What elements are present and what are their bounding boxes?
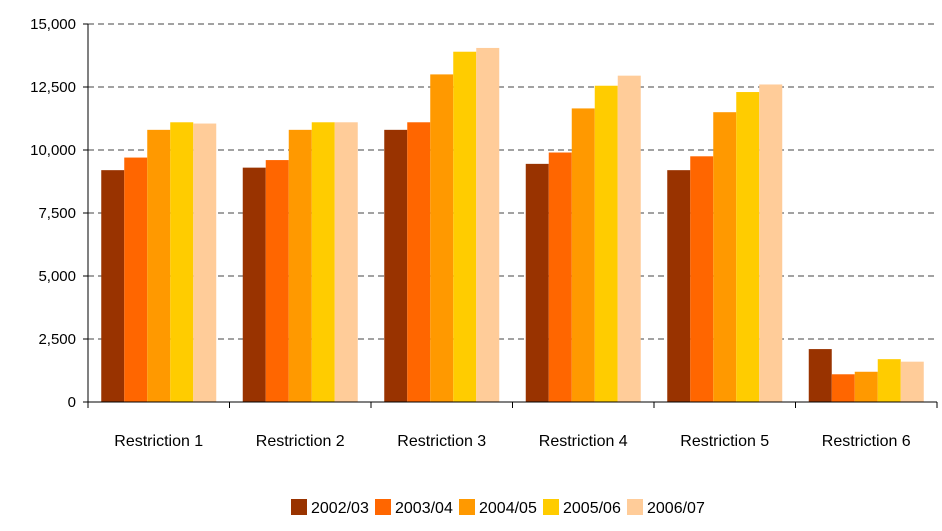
bar <box>476 47 500 402</box>
x-tick-label: Restriction 4 <box>539 433 628 450</box>
bar <box>407 122 431 402</box>
y-axis-ticks: 0 2,500 5,000 7,500 10,000 12,500 15,000 <box>30 16 88 411</box>
x-tick-label: Restriction 1 <box>114 433 203 450</box>
legend-label: 2003/04 <box>395 500 453 517</box>
bar <box>288 129 312 402</box>
bar <box>193 123 217 402</box>
gridlines <box>88 23 937 340</box>
y-tick-label: 15,000 <box>30 16 76 33</box>
category-labels: Restriction 1 Restriction 2 Restriction 3 R… <box>114 433 911 450</box>
bar <box>690 156 714 402</box>
bars <box>101 47 924 403</box>
bar <box>759 84 783 402</box>
bar <box>147 129 171 402</box>
bar <box>736 92 760 402</box>
legend-swatch <box>627 499 643 515</box>
bar <box>877 359 901 402</box>
legend-label: 2004/05 <box>479 500 537 517</box>
x-tick-label: Restriction 5 <box>680 433 769 450</box>
x-tick-label: Restriction 3 <box>397 433 486 450</box>
legend-label: 2006/07 <box>647 500 705 517</box>
y-tick-label: 0 <box>68 394 76 411</box>
bar <box>265 160 289 402</box>
bar <box>170 122 194 402</box>
bar <box>525 163 549 402</box>
bar <box>713 112 737 402</box>
bar <box>808 349 832 402</box>
x-tick-label: Restriction 6 <box>822 433 911 450</box>
bar <box>124 157 148 402</box>
legend-swatch <box>375 499 391 515</box>
bar <box>831 374 855 402</box>
bar <box>900 361 924 402</box>
bar <box>667 170 691 402</box>
bar <box>617 75 641 402</box>
y-tick-label: 5,000 <box>38 268 76 285</box>
bar <box>594 85 618 403</box>
bar <box>101 170 125 402</box>
legend-label: 2002/03 <box>311 500 369 517</box>
bar <box>453 51 477 402</box>
legend: 2002/03 2003/04 2004/05 2005/06 2006/07 <box>291 499 705 517</box>
bar <box>384 129 408 402</box>
bar <box>311 122 335 402</box>
y-tick-label: 10,000 <box>30 142 76 159</box>
axes <box>87 24 938 408</box>
y-tick-label: 2,500 <box>38 331 76 348</box>
bar <box>430 74 454 403</box>
x-tick-label: Restriction 2 <box>256 433 345 450</box>
bar <box>548 152 572 402</box>
bar <box>334 122 358 402</box>
y-tick-label: 7,500 <box>38 205 76 222</box>
bar <box>571 108 595 403</box>
y-tick-label: 12,500 <box>30 79 76 96</box>
legend-swatch <box>291 499 307 515</box>
bar <box>854 371 878 402</box>
legend-swatch <box>459 499 475 515</box>
bar <box>242 167 266 402</box>
legend-swatch <box>543 499 559 515</box>
legend-label: 2005/06 <box>563 500 621 517</box>
